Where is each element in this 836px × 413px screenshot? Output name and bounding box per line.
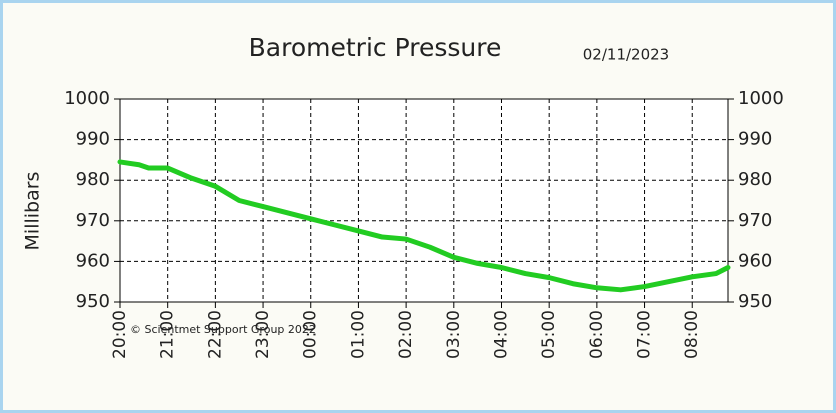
- y-tick-label: 970: [76, 210, 110, 231]
- y2-tick-label: 950: [738, 291, 772, 312]
- x-tick-label: 06:00: [587, 310, 607, 359]
- x-tick-label: 04:00: [491, 310, 511, 359]
- x-tick-label: 22:00: [205, 310, 225, 359]
- plot-area: [119, 98, 729, 303]
- x-tick-label: 02:00: [396, 310, 416, 359]
- y-tick-label: 960: [76, 250, 110, 271]
- y2-tick-label: 960: [738, 250, 772, 271]
- window: Barometric Pressure 02/11/2023 Millibars…: [3, 3, 833, 410]
- y2-tick-label: 970: [738, 210, 772, 231]
- chart-date: 02/11/2023: [583, 46, 669, 64]
- y2-tick-label: 1000: [738, 88, 784, 109]
- chart: Barometric Pressure 02/11/2023 Millibars…: [22, 33, 784, 359]
- x-tick-label: 01:00: [348, 310, 368, 359]
- chart-title: Barometric Pressure: [249, 33, 502, 62]
- x-tick-label: 21:00: [158, 310, 178, 359]
- x-tick-label: 07:00: [635, 310, 655, 359]
- y-tick-label: 1000: [64, 88, 110, 109]
- y-tick-label: 950: [76, 291, 110, 312]
- y-tick-label: 990: [76, 129, 110, 150]
- x-tick-label: 20:00: [110, 310, 130, 359]
- x-tick-label: 23:00: [253, 310, 273, 359]
- y2-tick-label: 990: [738, 129, 772, 150]
- x-tick-label: 05:00: [539, 310, 559, 359]
- y2-tick-label: 980: [738, 169, 772, 190]
- y-axis-label: Millibars: [22, 172, 44, 251]
- x-tick-label: 00:00: [301, 310, 321, 359]
- pressure-line: [117, 159, 731, 293]
- y-tick-label: 980: [76, 169, 110, 190]
- copyright: © Scientmet Support Group 2022: [130, 323, 316, 336]
- x-tick-label: 08:00: [682, 310, 702, 359]
- x-tick-label: 03:00: [444, 310, 464, 359]
